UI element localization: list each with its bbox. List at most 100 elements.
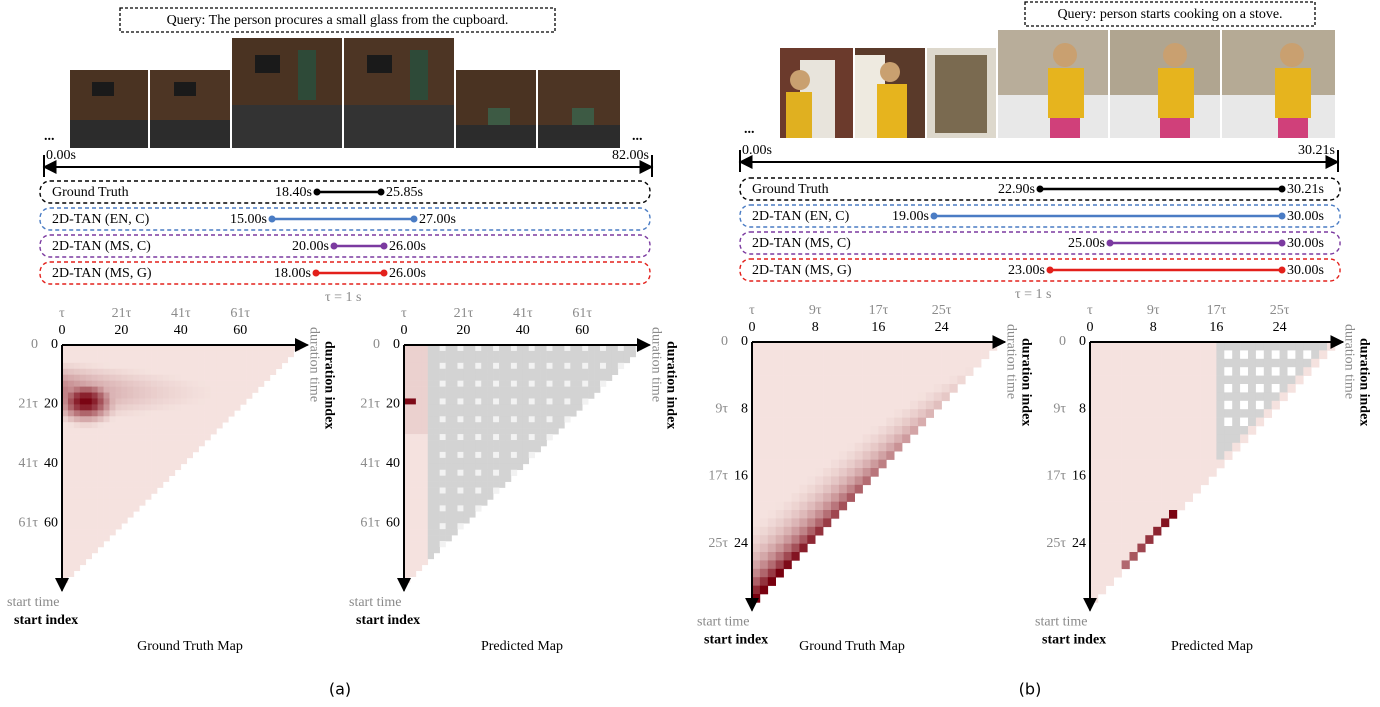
heatmap-cell bbox=[127, 487, 134, 494]
heatmap-cell bbox=[933, 358, 942, 368]
heatmap-cell bbox=[287, 345, 294, 352]
heatmap-cell bbox=[767, 543, 776, 553]
heatmap-cell bbox=[791, 342, 800, 351]
heatmap-cell bbox=[115, 345, 122, 352]
heatmap-cell bbox=[1263, 342, 1272, 351]
heatmap-cell bbox=[823, 342, 832, 351]
heatmap-cell bbox=[1153, 434, 1162, 444]
heatmap-cell bbox=[457, 374, 464, 381]
heatmap-cell bbox=[546, 428, 553, 435]
row-box bbox=[739, 231, 1341, 255]
heatmap-cell bbox=[838, 342, 848, 351]
heatmap-cell bbox=[409, 469, 417, 476]
heatmap-cell bbox=[445, 535, 452, 542]
heatmap-cell bbox=[186, 362, 193, 370]
heatmap-cell bbox=[499, 362, 506, 370]
heatmap-cell bbox=[133, 493, 140, 500]
heatmap-cell bbox=[504, 398, 512, 405]
heatmap-cell bbox=[421, 398, 429, 405]
heatmap-cell bbox=[409, 493, 417, 500]
heatmap-cell bbox=[457, 523, 464, 530]
heatmap-cell bbox=[965, 342, 974, 351]
heatmap-cell bbox=[67, 463, 75, 471]
heatmap-cell bbox=[427, 499, 434, 506]
heatmap-cell bbox=[433, 481, 440, 488]
heatmap-cell bbox=[552, 386, 559, 393]
heatmap-cell bbox=[522, 410, 530, 417]
heatmap-cell bbox=[415, 493, 423, 500]
heatmap-cell bbox=[605, 356, 613, 364]
heatmap-cell bbox=[415, 428, 423, 435]
heatmap-cell bbox=[127, 345, 134, 352]
heatmap-cell bbox=[109, 529, 116, 536]
heatmap-cell bbox=[783, 526, 792, 536]
heatmap-cell bbox=[775, 384, 784, 393]
heatmap-cell bbox=[439, 535, 446, 542]
heatmap-cell bbox=[91, 451, 98, 459]
heatmap-cell bbox=[97, 380, 104, 387]
heatmap-cell bbox=[1090, 434, 1099, 444]
heatmap-cell bbox=[1121, 510, 1130, 519]
heatmap-cell bbox=[815, 459, 824, 469]
heatmap-cell bbox=[1105, 434, 1114, 444]
heatmap-cell bbox=[180, 451, 188, 459]
heatmap-cell bbox=[775, 468, 784, 477]
row-box bbox=[39, 180, 651, 204]
heatmap-cell bbox=[127, 356, 134, 364]
heatmap-cell bbox=[246, 362, 253, 370]
heatmap-cell bbox=[421, 481, 429, 488]
heatmap-cell bbox=[499, 434, 506, 441]
heatmap-cell bbox=[421, 356, 429, 364]
heatmap-cell bbox=[775, 409, 784, 418]
heatmap-cell bbox=[791, 426, 800, 435]
heatmap-cell bbox=[97, 416, 104, 423]
heatmap-cell bbox=[139, 350, 146, 358]
heatmap-cell bbox=[97, 457, 104, 465]
heatmap-cell bbox=[109, 350, 116, 358]
heatmap-cell bbox=[469, 487, 476, 494]
heatmap-cell bbox=[1097, 350, 1107, 360]
heatmap-cell bbox=[109, 445, 116, 453]
heatmap-cell bbox=[791, 451, 800, 460]
heatmap-cell bbox=[878, 358, 887, 368]
top-index-tick: 60 bbox=[233, 323, 247, 338]
heatmap-cell bbox=[1161, 417, 1170, 427]
heatmap-cell bbox=[1105, 577, 1114, 586]
heatmap-cell bbox=[570, 392, 577, 399]
heatmap-cell bbox=[1090, 409, 1099, 418]
heatmap-cell bbox=[807, 493, 816, 502]
heatmap-cell bbox=[409, 570, 417, 577]
heatmap-cell bbox=[109, 511, 116, 518]
heatmap-cell bbox=[783, 358, 792, 368]
heatmap-cell bbox=[783, 484, 792, 494]
heatmap-cell bbox=[752, 568, 761, 578]
heatmap-cell bbox=[1121, 358, 1130, 368]
heatmap-cell bbox=[1097, 409, 1107, 418]
heatmap-cell bbox=[415, 558, 423, 566]
heatmap-cell bbox=[404, 499, 411, 506]
heatmap-cell bbox=[121, 499, 128, 506]
heatmap-cell bbox=[222, 362, 229, 370]
heatmap-cell bbox=[168, 410, 176, 417]
heatmap-cell bbox=[846, 426, 855, 435]
heatmap-cell bbox=[1090, 459, 1099, 469]
heatmap-cell bbox=[925, 350, 934, 360]
heatmap-cell bbox=[133, 374, 140, 381]
heatmap-cell bbox=[457, 463, 464, 471]
segment-end bbox=[1036, 185, 1044, 193]
heatmap-cell bbox=[91, 428, 98, 435]
heatmap-cell bbox=[510, 463, 518, 471]
heatmap-cell bbox=[85, 511, 92, 518]
heatmap-cell bbox=[427, 440, 434, 447]
heatmap-cell bbox=[1192, 459, 1201, 469]
heatmap-cell bbox=[799, 342, 808, 351]
heatmap-cell bbox=[162, 445, 170, 453]
heatmap-cell bbox=[1137, 367, 1146, 376]
heatmap-cell bbox=[457, 457, 464, 465]
heatmap-cell bbox=[67, 392, 75, 399]
heatmap-cell bbox=[186, 404, 193, 411]
heatmap-cell bbox=[445, 481, 452, 488]
heatmap-cell bbox=[439, 398, 446, 405]
heatmap-cell bbox=[854, 476, 863, 486]
heatmap-cell bbox=[433, 368, 440, 375]
